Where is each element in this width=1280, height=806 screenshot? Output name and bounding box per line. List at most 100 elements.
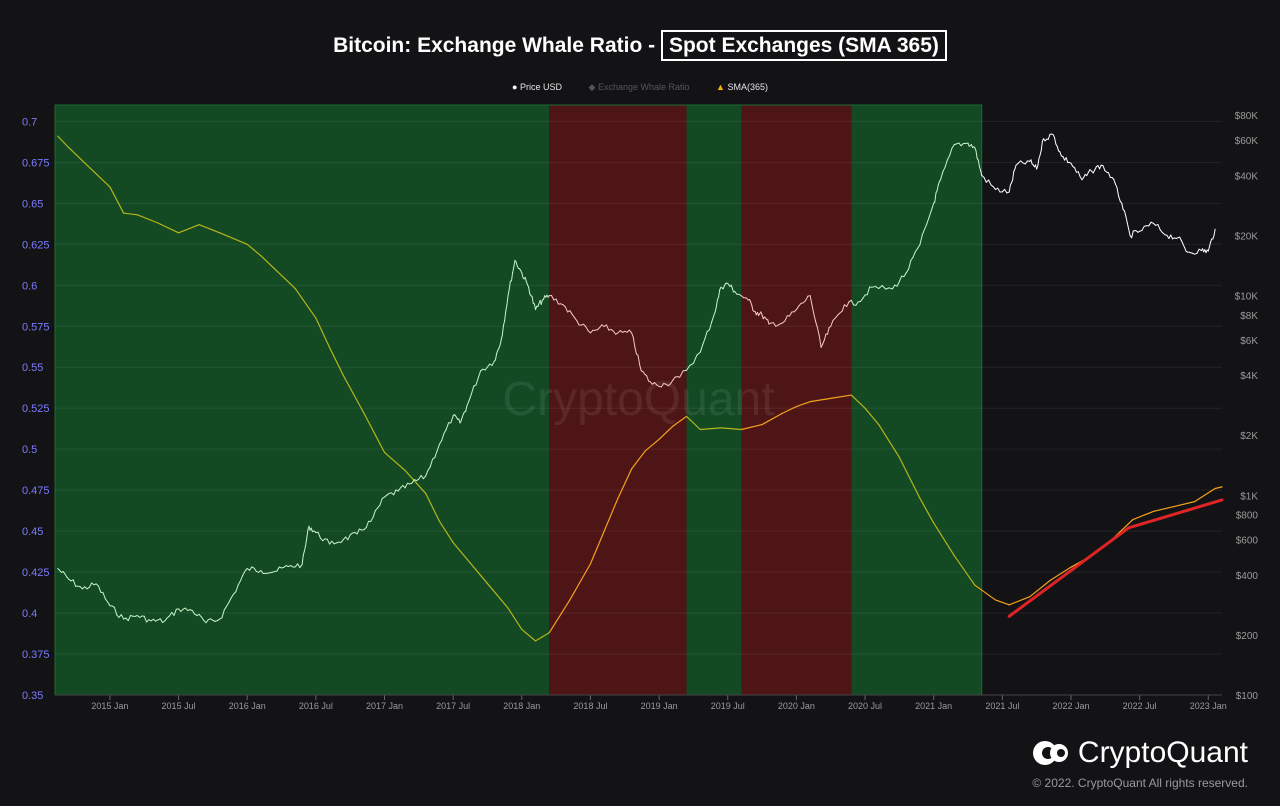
price-segment (1094, 166, 1097, 171)
price-segment (1052, 134, 1056, 138)
price-segment (958, 142, 962, 147)
price-segment (631, 332, 634, 338)
left-tick-label: 0.45 (22, 526, 43, 538)
price-segment (374, 507, 379, 512)
x-tick-label: 2020 Jan (778, 701, 815, 711)
price-segment (795, 305, 800, 311)
price-segment (79, 586, 83, 590)
price-segment (404, 482, 408, 489)
price-segment (1170, 234, 1174, 240)
price-segment (484, 366, 488, 371)
price-segment (718, 289, 721, 298)
right-tick-label: $600 (1236, 536, 1259, 547)
price-segment (226, 601, 230, 607)
price-segment (239, 575, 244, 582)
price-segment (1070, 162, 1074, 168)
sma-segment (974, 584, 997, 601)
price-segment (919, 234, 923, 246)
price-segment (1179, 236, 1182, 241)
sma-segment (294, 287, 317, 319)
price-segment (1030, 159, 1033, 165)
price-segment (528, 286, 531, 295)
price-segment (310, 527, 313, 533)
x-tick-label: 2022 Jul (1123, 701, 1157, 711)
price-segment (438, 439, 443, 445)
right-tick-label: $8K (1240, 311, 1258, 322)
price-segment (244, 567, 248, 572)
price-segment (866, 286, 871, 296)
price-segment (72, 579, 77, 587)
price-segment (914, 247, 919, 253)
price-segment (164, 617, 168, 622)
price-segment (773, 322, 777, 327)
price-segment (596, 327, 601, 331)
price-segment (221, 609, 225, 619)
price-segment (686, 364, 691, 371)
price-segment (1062, 155, 1066, 161)
x-tick-label: 2019 Jan (641, 701, 678, 711)
price-segment (731, 287, 734, 293)
price-segment (612, 330, 617, 335)
legend-marker-price: ● (512, 82, 518, 92)
price-segment (820, 343, 824, 348)
price-segment (937, 181, 940, 186)
price-segment (1116, 186, 1120, 197)
price-segment (301, 554, 304, 566)
legend-item-price[interactable]: ● Price USD (512, 82, 562, 92)
legend-label-price: Price USD (519, 82, 562, 92)
sma-segment (136, 214, 159, 224)
right-tick-label: $20K (1235, 231, 1259, 242)
sma-segment (878, 423, 900, 458)
price-segment (926, 216, 930, 225)
price-segment (305, 538, 308, 547)
price-segment (1159, 229, 1164, 234)
price-segment (113, 606, 118, 616)
price-segment (466, 399, 470, 407)
sma-segment (452, 541, 468, 560)
price-segment (1039, 149, 1042, 156)
price-segment (696, 351, 701, 356)
price-segment (830, 319, 834, 328)
sma-segment (782, 405, 797, 414)
price-segment (802, 300, 807, 304)
sma-segment (123, 212, 138, 216)
price-segment (1196, 248, 1200, 254)
logo-text: CryptoQuant (1077, 736, 1248, 769)
price-segment (1207, 246, 1210, 252)
price-segment (363, 527, 367, 531)
price-segment (370, 516, 374, 522)
price-segment (730, 284, 733, 289)
price-segment (832, 317, 836, 321)
price-segment (711, 314, 715, 323)
price-segment (425, 469, 429, 477)
sma-segment (685, 415, 701, 431)
legend-label-sma: SMA(365) (727, 82, 768, 92)
price-segment (617, 330, 621, 334)
sma-segment (569, 563, 592, 601)
price-segment (521, 272, 524, 279)
price-segment (605, 324, 610, 331)
price-segment (475, 377, 479, 386)
price-segment (1152, 222, 1157, 226)
price-segment (978, 166, 982, 171)
price-segment (81, 586, 86, 590)
price-segment (297, 563, 301, 569)
price-segment (985, 179, 990, 183)
price-segment (637, 354, 641, 366)
right-tick-label: $800 (1236, 511, 1259, 522)
price-segment (342, 536, 347, 541)
legend-item-sma[interactable]: ▲ SMA(365) (716, 82, 768, 92)
price-segment (912, 251, 916, 258)
copyright-text: © 2022. CryptoQuant All rights reserved. (1032, 776, 1248, 790)
x-tick-label: 2018 Jan (503, 701, 540, 711)
right-tick-label: $10K (1235, 292, 1259, 303)
price-segment (171, 611, 175, 616)
price-segment (862, 294, 866, 300)
sma-segment (342, 374, 365, 414)
price-segment (511, 271, 514, 282)
sma-segment (740, 423, 763, 431)
legend-item-whale-ratio[interactable]: ◆ Exchange Whale Ratio (589, 82, 690, 92)
price-segment (118, 614, 122, 618)
price-segment (127, 614, 132, 622)
